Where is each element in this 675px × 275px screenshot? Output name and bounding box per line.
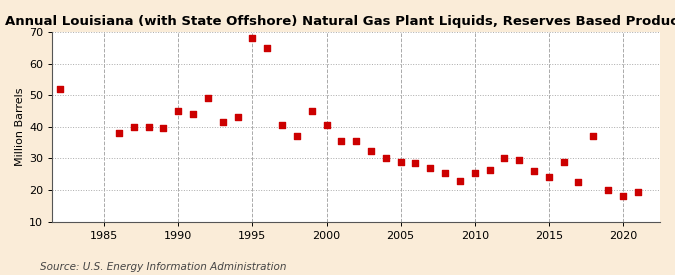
Point: [588, 134, 599, 139]
Point: [54, 87, 65, 91]
Point: [396, 160, 406, 164]
Point: [202, 96, 213, 101]
Point: [499, 156, 510, 161]
Point: [410, 161, 421, 165]
Point: [292, 134, 302, 139]
Point: [558, 160, 569, 164]
Point: [232, 115, 243, 120]
Point: [336, 139, 347, 143]
Point: [603, 188, 614, 192]
Point: [321, 123, 332, 127]
Point: [454, 178, 465, 183]
Point: [247, 36, 258, 40]
Point: [484, 167, 495, 172]
Point: [158, 126, 169, 131]
Point: [366, 148, 377, 153]
Point: [529, 169, 539, 173]
Point: [277, 123, 288, 127]
Point: [188, 112, 198, 116]
Point: [351, 139, 362, 143]
Point: [618, 194, 628, 199]
Point: [425, 166, 435, 170]
Point: [262, 46, 273, 50]
Title: Annual Louisiana (with State Offshore) Natural Gas Plant Liquids, Reserves Based: Annual Louisiana (with State Offshore) N…: [5, 15, 675, 28]
Point: [143, 125, 154, 129]
Point: [381, 156, 392, 161]
Point: [128, 125, 139, 129]
Point: [217, 120, 228, 124]
Point: [469, 170, 480, 175]
Point: [439, 170, 450, 175]
Point: [514, 158, 524, 162]
Point: [573, 180, 584, 184]
Text: Source: U.S. Energy Information Administration: Source: U.S. Energy Information Administ…: [40, 262, 287, 272]
Point: [632, 189, 643, 194]
Point: [113, 131, 124, 135]
Point: [543, 175, 554, 180]
Point: [306, 109, 317, 113]
Y-axis label: Million Barrels: Million Barrels: [15, 87, 25, 166]
Point: [173, 109, 184, 113]
